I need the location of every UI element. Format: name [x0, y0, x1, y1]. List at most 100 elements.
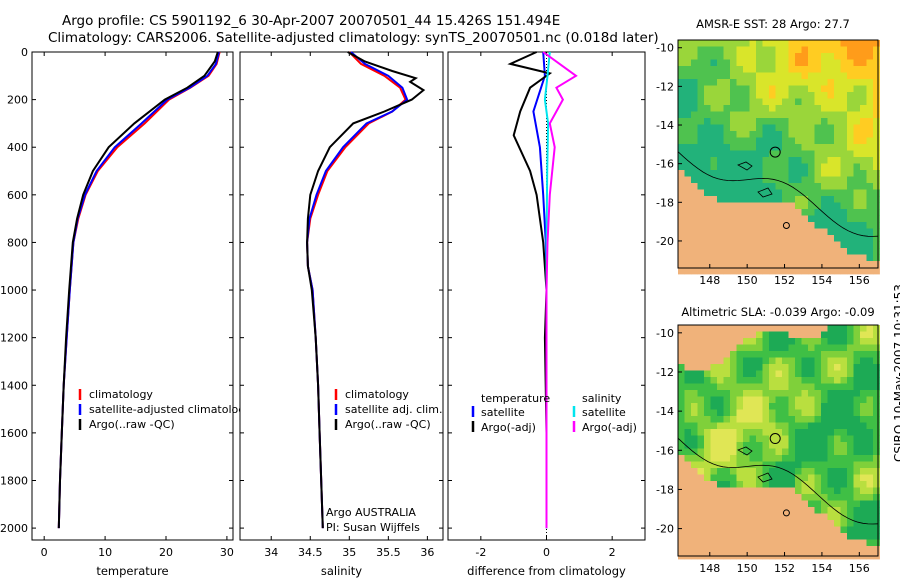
- map-cell: [723, 435, 731, 443]
- map-cell: [788, 144, 796, 151]
- map-cell: [801, 170, 809, 177]
- map-cell: [691, 72, 698, 80]
- map-cell: [691, 118, 698, 125]
- map-y-tick-label: -20: [656, 235, 674, 248]
- map-cell: [840, 40, 848, 47]
- map-cell: [697, 111, 705, 119]
- map-cell: [866, 254, 874, 262]
- map-cell: [762, 455, 770, 462]
- map-cell: [808, 422, 815, 430]
- map-cell: [697, 79, 705, 86]
- shelf-contour: [677, 437, 879, 525]
- map-cell: [678, 202, 685, 210]
- map-cell: [736, 111, 744, 119]
- map-cell: [866, 494, 874, 501]
- map-cell: [704, 383, 711, 391]
- map-cell: [873, 442, 880, 449]
- map-cell: [710, 351, 718, 358]
- map-cell: [691, 137, 698, 145]
- map-cell: [678, 209, 685, 216]
- map-x-tick-label: 150: [737, 562, 758, 575]
- map-cell: [801, 248, 809, 255]
- map-cell: [860, 261, 867, 268]
- map-cell: [821, 513, 828, 521]
- map-cell: [736, 209, 744, 216]
- map-cell: [723, 422, 731, 430]
- map-cell: [866, 124, 874, 132]
- map-cell: [743, 422, 750, 430]
- map-cell: [873, 53, 880, 60]
- map-cell: [697, 248, 705, 255]
- map-cell: [795, 338, 802, 345]
- map-cell: [736, 261, 744, 268]
- map-cell: [814, 331, 822, 339]
- map-cell: [717, 520, 724, 527]
- map-cell: [749, 338, 757, 345]
- map-cell: [697, 267, 705, 275]
- map-cell: [762, 170, 770, 177]
- map-cell: [775, 351, 783, 358]
- map-cell: [821, 137, 828, 145]
- map-cell: [873, 170, 880, 177]
- map-cell: [691, 46, 698, 54]
- map-cell: [840, 85, 848, 93]
- map-cell: [821, 228, 828, 236]
- map-cell: [717, 98, 724, 106]
- map-cell: [769, 383, 776, 391]
- map-cell: [769, 124, 776, 132]
- legend-label: satellite: [481, 406, 525, 419]
- map-cell: [821, 351, 828, 358]
- map-cell: [769, 370, 776, 378]
- map-cell: [723, 46, 731, 54]
- map-cell: [866, 176, 874, 184]
- map-cell: [808, 98, 815, 106]
- map-cell: [860, 222, 867, 229]
- map-cell: [756, 215, 763, 223]
- map-cell: [762, 85, 770, 93]
- map-cell: [827, 344, 835, 352]
- map-cell: [814, 163, 822, 171]
- map-cell: [840, 429, 848, 436]
- map-cell: [821, 403, 828, 410]
- map-cell: [710, 539, 718, 547]
- map-cell: [710, 494, 718, 501]
- map-cell: [795, 85, 802, 93]
- map-cell: [678, 416, 685, 423]
- map-cell: [860, 331, 867, 339]
- map-cell: [866, 455, 874, 462]
- map-cell: [847, 261, 854, 268]
- map-cell: [756, 163, 763, 171]
- map-cell: [795, 396, 802, 404]
- map-cell: [808, 215, 815, 223]
- map-cell: [814, 409, 822, 417]
- map-cell: [697, 124, 705, 132]
- map-cell: [840, 202, 848, 210]
- map-cell: [775, 209, 783, 216]
- map-cell: [749, 344, 757, 352]
- map-cell: [769, 409, 776, 417]
- map-cell: [717, 442, 724, 449]
- map-cell: [827, 79, 835, 86]
- legend-label: satellite adj. clim.: [345, 403, 442, 416]
- map-cell: [684, 144, 692, 151]
- map-cell: [873, 144, 880, 151]
- map-cell: [782, 124, 789, 132]
- map-cell: [873, 261, 880, 268]
- map-cell: [775, 403, 783, 410]
- map-cell: [730, 66, 737, 73]
- map-cell: [762, 338, 770, 345]
- map-cell: [723, 79, 731, 86]
- y-tick-label: 1400: [0, 379, 28, 392]
- map-cell: [769, 422, 776, 430]
- map-cell: [697, 137, 705, 145]
- map-cell: [769, 435, 776, 443]
- map-cell: [847, 500, 854, 508]
- map-cell: [684, 170, 692, 177]
- map-cell: [814, 202, 822, 210]
- map-cell: [840, 344, 848, 352]
- map-cell: [801, 468, 809, 475]
- map-cell: [834, 189, 841, 197]
- map-cell: [801, 364, 809, 371]
- map-cell: [691, 267, 698, 275]
- map-cell: [873, 351, 880, 358]
